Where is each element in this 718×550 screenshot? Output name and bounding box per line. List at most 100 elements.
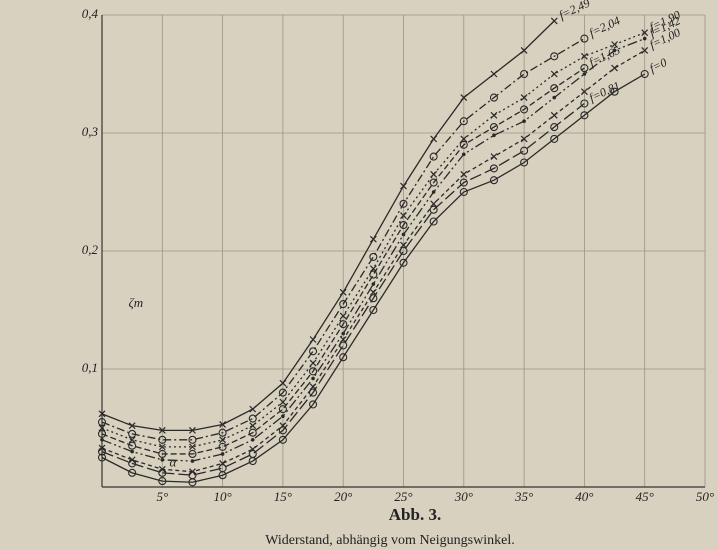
marker — [520, 46, 528, 54]
marker — [550, 111, 558, 119]
marker — [189, 426, 196, 434]
x-tick-label: 10° — [213, 489, 231, 504]
marker — [369, 270, 378, 279]
marker — [610, 87, 619, 96]
marker — [642, 36, 647, 41]
marker — [489, 93, 499, 102]
marker — [128, 422, 136, 430]
marker — [339, 288, 347, 296]
marker — [128, 441, 137, 450]
marker — [248, 449, 257, 459]
marker — [248, 456, 257, 466]
marker — [520, 146, 529, 155]
x-tick-label: 50° — [696, 489, 714, 504]
y-tick-label: 0,3 — [82, 124, 99, 139]
marker — [309, 359, 317, 367]
marker — [249, 422, 257, 430]
marker — [520, 158, 529, 167]
marker — [520, 94, 528, 102]
curve — [101, 37, 645, 462]
marker — [490, 111, 498, 119]
marker — [400, 212, 407, 220]
curve — [101, 20, 555, 432]
marker — [249, 405, 257, 413]
marker — [278, 388, 287, 397]
marker — [580, 111, 589, 120]
marker — [429, 152, 438, 161]
marker — [219, 436, 227, 444]
marker — [401, 232, 406, 237]
marker — [190, 459, 195, 463]
marker — [459, 140, 468, 149]
marker — [611, 64, 618, 72]
marker — [220, 452, 225, 456]
marker — [218, 428, 227, 437]
marker — [522, 119, 526, 123]
marker — [460, 170, 468, 178]
marker — [369, 294, 378, 303]
marker — [429, 178, 438, 187]
marker — [641, 29, 649, 37]
marker — [399, 199, 408, 208]
marker — [158, 426, 166, 434]
marker — [462, 152, 466, 157]
y-tick-label: 0,1 — [82, 360, 98, 375]
y-axis-label: ζm — [129, 295, 144, 310]
marker — [339, 320, 348, 329]
series-label: f=0 — [647, 55, 669, 75]
marker — [429, 217, 438, 226]
x-tick-label: 20° — [334, 489, 352, 504]
marker — [459, 178, 468, 187]
marker — [459, 187, 468, 197]
marker — [369, 252, 378, 261]
marker — [580, 99, 589, 108]
marker — [100, 438, 104, 442]
marker — [550, 52, 559, 61]
marker — [158, 468, 167, 477]
marker — [431, 190, 436, 194]
marker — [339, 353, 348, 362]
marker — [489, 176, 499, 185]
marker — [218, 442, 227, 451]
curve — [101, 49, 646, 473]
marker — [489, 164, 499, 173]
marker — [188, 478, 197, 487]
marker — [250, 438, 255, 442]
marker — [369, 235, 377, 243]
marker — [459, 117, 468, 126]
x-axis-label: α — [170, 454, 178, 469]
marker — [158, 435, 167, 444]
marker — [278, 426, 287, 435]
marker — [430, 135, 438, 143]
curve — [101, 67, 585, 455]
marker — [189, 443, 196, 451]
marker — [550, 70, 558, 78]
marker — [97, 418, 107, 427]
marker — [582, 72, 587, 76]
x-tick-label: 15° — [274, 489, 292, 504]
x-tick-label: 30° — [454, 489, 473, 504]
marker — [278, 435, 287, 444]
marker — [128, 468, 137, 477]
series-label: f=0,81 — [587, 78, 622, 104]
marker — [278, 405, 287, 414]
marker — [339, 341, 348, 350]
marker — [520, 105, 529, 114]
marker — [489, 123, 499, 132]
marker — [460, 135, 468, 143]
marker — [188, 449, 197, 459]
marker — [399, 246, 408, 256]
marker — [309, 336, 317, 343]
marker — [308, 388, 318, 397]
marker — [490, 153, 498, 161]
marker — [399, 220, 408, 230]
marker — [580, 88, 588, 96]
marker — [97, 447, 107, 456]
marker — [128, 429, 137, 438]
marker — [611, 41, 618, 48]
marker — [97, 453, 107, 462]
marker — [158, 477, 167, 486]
marker — [399, 258, 408, 267]
